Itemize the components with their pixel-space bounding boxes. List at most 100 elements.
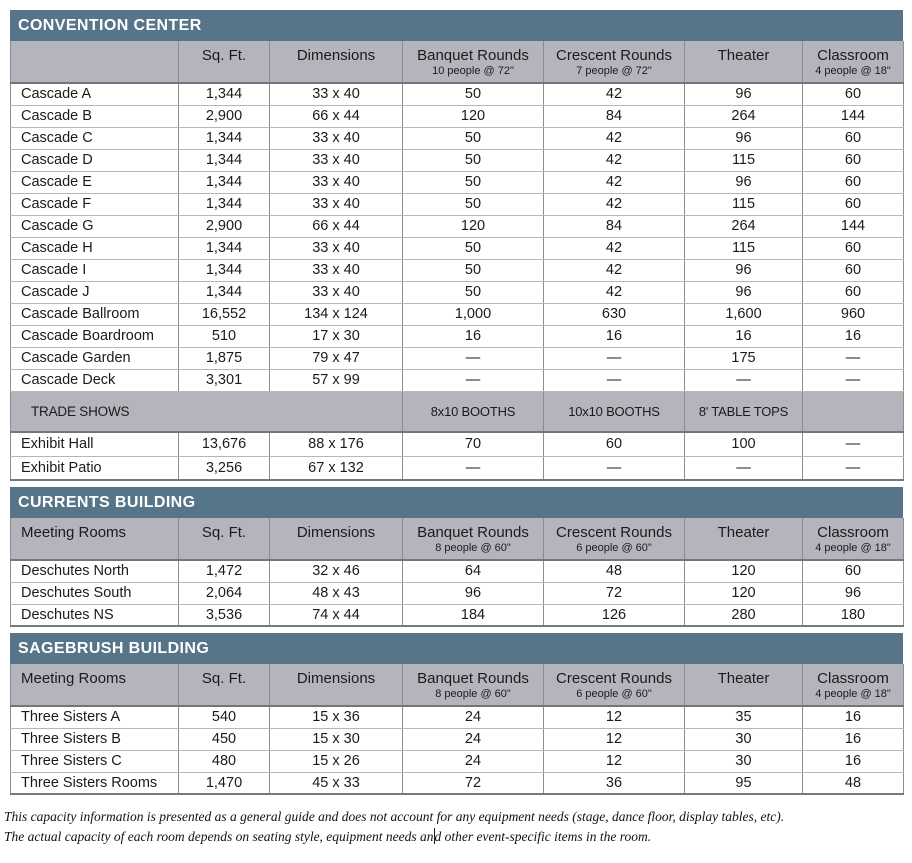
capacity-cell: 16 [402,325,544,348]
capacity-cell: 1,344 [178,171,270,194]
column-header-row: Meeting Rooms Sq. Ft. Dimensions Banquet Ro… [10,664,904,707]
table-row: Cascade G 2,900 66 x 44 120 84 264 144 [10,215,904,238]
capacity-cell: 960 [802,303,904,326]
room-rows: Three Sisters A 540 15 x 36 24 12 35 16 Three S… [10,706,904,795]
room-name: Cascade C [10,127,179,150]
capacity-cell: 184 [402,604,544,627]
capacity-cell: 70 [402,432,544,457]
booth-column-header [802,390,904,433]
sagebrush-building-table: Meeting Rooms Sq. Ft. Dimensions Banquet Ro… [10,664,904,795]
room-name: Cascade Ballroom [10,303,179,326]
room-name: Deschutes NS [10,604,179,627]
capacity-cell: 24 [402,728,544,751]
capacity-cell: 33 x 40 [269,127,403,150]
column-label: Meeting Rooms [21,524,127,541]
column-sublabel: 8 people @ 60" [435,542,511,554]
capacity-cell: 60 [802,149,904,172]
capacity-cell: 33 x 40 [269,171,403,194]
capacity-cell: 134 x 124 [269,303,403,326]
section-title: SAGEBRUSH BUILDING [18,639,210,657]
section-title: CURRENTS BUILDING [18,493,196,511]
column-label: Sq. Ft. [201,670,247,687]
capacity-cell: 50 [402,149,544,172]
column-header [10,41,179,84]
capacity-cell: 42 [543,149,685,172]
trade-shows-rows: TRADE SHOWS 8x10 BOOTHS 10x10 BOOTHS 8' TAB… [10,390,904,481]
capacity-cell: 60 [802,237,904,260]
text-caret [433,828,435,844]
section-sagebrush-building: SAGEBRUSH BUILDING Meeting Rooms Sq. Ft. D… [10,633,904,795]
capacity-cell: 1,000 [402,303,544,326]
room-name: Cascade D [10,149,179,172]
capacity-cell: 42 [543,281,685,304]
room-name: Cascade A [10,83,179,106]
room-name: Cascade H [10,237,179,260]
capacity-cell: 2,064 [178,582,270,605]
capacity-cell: 96 [684,83,803,106]
capacity-cell: 1,344 [178,127,270,150]
capacity-cell: 175 [684,347,803,370]
capacity-cell: 16 [802,728,904,751]
table-row: Cascade Deck 3,301 57 x 99— — — — [10,369,904,392]
capacity-cell: 630 [543,303,685,326]
capacity-cell: 3,301 [178,369,270,392]
table-row: Three Sisters Rooms 1,470 45 x 33 72 36 95 48 [10,772,904,795]
capacity-cell: — [802,347,904,370]
column-label: Dimensions [296,47,376,64]
column-header-row: Sq. Ft. Dimensions Banquet Rounds 10 people… [10,41,904,84]
section-title-bar: SAGEBRUSH BUILDING [10,633,903,664]
room-name: Cascade Deck [10,369,179,392]
footer-note-line2[interactable]: The actual capacity of each room depends… [4,827,912,847]
column-label: Theater [717,670,770,687]
convention-center-table: Sq. Ft. Dimensions Banquet Rounds 10 people… [10,41,904,481]
capacity-cell: 60 [802,281,904,304]
trade-shows-label: TRADE SHOWS [10,390,403,433]
capacity-cell: 100 [684,432,803,457]
capacity-cell: — [543,369,685,392]
section-convention-center: CONVENTION CENTER Sq. Ft. Dimensions Banqu… [10,10,904,481]
capacity-cell: 35 [684,706,803,729]
capacity-cell: 57 x 99 [269,369,403,392]
capacity-cell: 24 [402,706,544,729]
capacity-cell: 16 [802,750,904,773]
room-name: Cascade Garden [10,347,179,370]
room-rows: Cascade A 1,344 33 x 40 50 42 96 60 Cascade B 2,… [10,83,904,392]
capacity-cell: 144 [802,215,904,238]
capacity-cell: 64 [402,560,544,583]
capacity-cell: 42 [543,193,685,216]
capacity-cell: 42 [543,171,685,194]
room-rows: Deschutes North 1,472 32 x 46 64 48 120 60 Desc… [10,560,904,627]
capacity-cell: 510 [178,325,270,348]
capacity-cell: 30 [684,750,803,773]
capacity-cell: — [402,369,544,392]
capacity-cell: 33 x 40 [269,193,403,216]
capacity-cell: 32 x 46 [269,560,403,583]
capacity-cell: 60 [543,432,685,457]
capacity-cell: 120 [684,582,803,605]
column-label: Banquet Rounds [417,670,529,687]
capacity-cell: 1,472 [178,560,270,583]
table-row: Cascade H 1,344 33 x 40 50 42 115 60 [10,237,904,260]
section-title-bar: CURRENTS BUILDING [10,487,903,518]
capacity-cell: 12 [543,728,685,751]
capacity-cell: 1,470 [178,772,270,795]
column-header: Sq. Ft. [178,664,270,707]
capacity-cell: 50 [402,193,544,216]
capacity-cell: 45 x 33 [269,772,403,795]
capacity-cell: 120 [684,560,803,583]
column-header: Sq. Ft. [178,41,270,84]
capacity-cell: 42 [543,259,685,282]
capacity-cell: 12 [543,706,685,729]
capacity-cell: — [684,456,803,481]
table-row: Three Sisters B 450 15 x 30 24 12 30 16 [10,728,904,751]
column-header: Dimensions [269,518,403,561]
capacity-cell: 42 [543,83,685,106]
column-header: Meeting Rooms [10,664,179,707]
room-name: Cascade E [10,171,179,194]
column-sublabel: 4 people @ 18" [815,65,891,77]
booth-column-header: 8' TABLE TOPS [684,390,803,433]
column-header: Dimensions [269,664,403,707]
capacity-cell: 280 [684,604,803,627]
capacity-cell: 16 [543,325,685,348]
column-header: Classroom 4 people @ 18" [802,664,904,707]
